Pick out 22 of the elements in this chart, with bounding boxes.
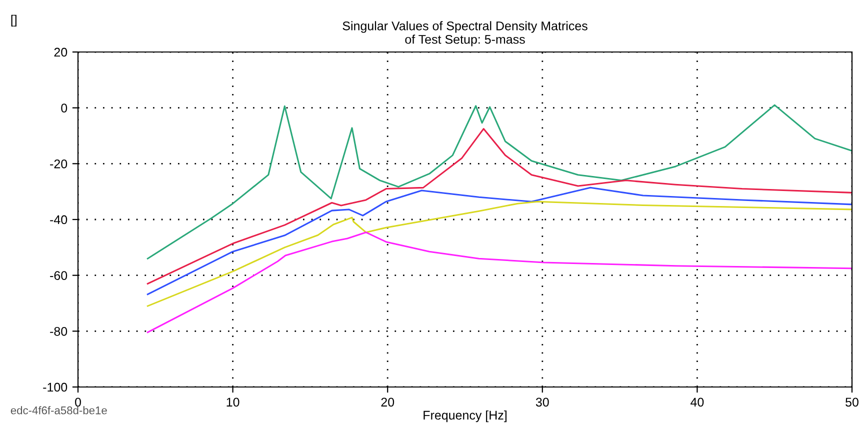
y-tick-label: -40: [50, 215, 68, 224]
text: edc-4f6f-a58d-be1e: [10, 406, 107, 414]
x-axis-title: Frequency [Hz]: [424, 410, 506, 422]
line-series: [146, 200, 852, 307]
chart-title: Singular Values of Spectral Density Matrices of Test Setup: 5-mass: [342, 21, 588, 46]
y-tick-label: 0: [61, 104, 68, 112]
x-tick-label: 0: [75, 398, 81, 407]
y-tick-label: -60: [50, 271, 68, 280]
y-tick-label: -20: [50, 159, 68, 168]
x-tick-label: 40: [690, 398, 704, 407]
x-tick-label: 50: [846, 398, 858, 407]
line-series: [146, 128, 852, 284]
line-series: [146, 104, 852, 260]
x-tick-label: 20: [381, 398, 394, 407]
text: []: [11, 14, 16, 27]
y-tick-label: -80: [50, 326, 68, 336]
y-tick-label: -100: [43, 382, 68, 392]
line-series: [146, 186, 852, 296]
line-series: [146, 232, 852, 334]
x-tick-label: 10: [226, 398, 240, 407]
y-tick-label: 20: [54, 48, 68, 57]
x-tick-label: 30: [536, 398, 549, 407]
